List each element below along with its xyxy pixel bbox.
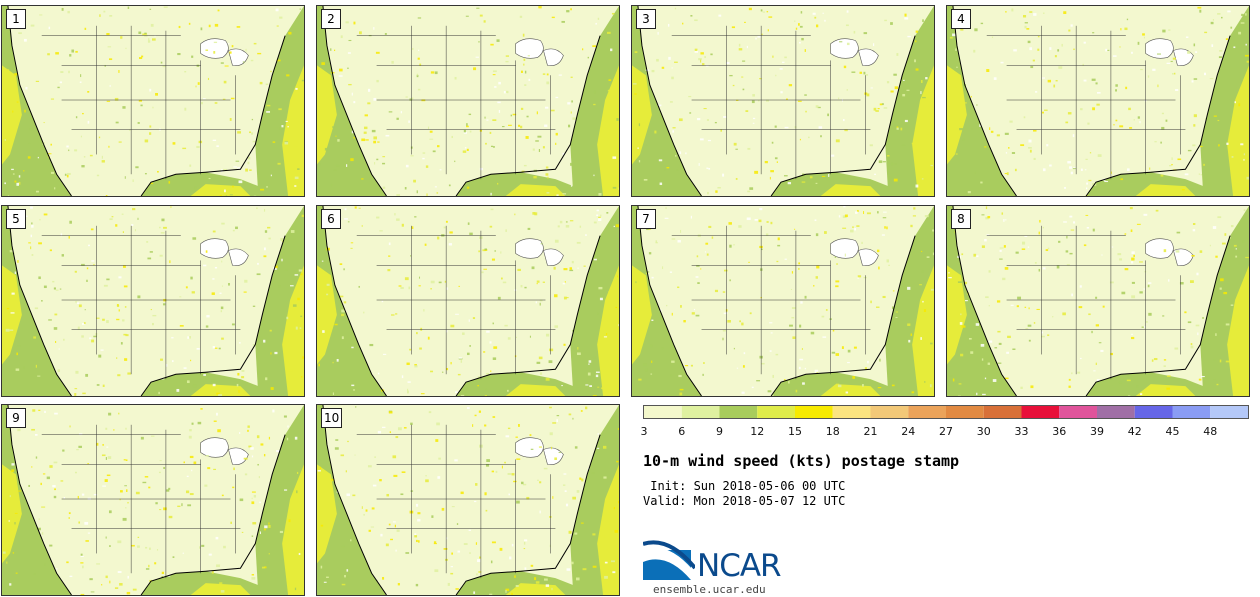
colorbar-segment <box>1097 406 1135 418</box>
wind-speed-map <box>2 206 304 396</box>
panel-number-label: 3 <box>636 9 656 29</box>
colorbar-segment <box>832 406 871 418</box>
colorbar-tick-label: 30 <box>976 425 991 438</box>
colorbar-segment <box>757 406 795 418</box>
colorbar-segment <box>1059 406 1097 418</box>
colorbar-tick-label: 24 <box>901 425 916 438</box>
colorbar-tick-label: 45 <box>1165 425 1180 438</box>
panel-number-label: 5 <box>6 209 26 229</box>
ncar-logo-text: NCAR <box>697 548 782 584</box>
panel-number-label: 8 <box>951 209 971 229</box>
colorbar-segment <box>870 406 909 418</box>
init-time: Init: Sun 2018-05-06 00 UTC <box>643 479 846 493</box>
colorbar-segment <box>1021 406 1060 418</box>
map-panel-2: 2 <box>316 5 620 197</box>
wind-speed-map <box>317 405 619 595</box>
map-panel-6: 6 <box>316 205 620 397</box>
map-panel-8: 8 <box>946 205 1250 397</box>
map-panel-1: 1 <box>1 5 305 197</box>
wind-speed-map <box>632 6 934 196</box>
map-panel-5: 5 <box>1 205 305 397</box>
wind-speed-map <box>632 206 934 396</box>
colorbar-tick-label: 27 <box>939 425 953 438</box>
panel-number-label: 10 <box>321 408 343 428</box>
wind-speed-map <box>947 6 1249 196</box>
map-panel-10: 10 <box>316 404 620 596</box>
colorbar-tick-label: 15 <box>788 425 802 438</box>
wind-speed-map <box>2 6 304 196</box>
colorbar-tick-label: 36 <box>1052 425 1067 438</box>
chart-title: 10-m wind speed (kts) postage stamp <box>643 452 960 470</box>
colorbar-segment <box>1134 406 1173 418</box>
map-panel-4: 4 <box>946 5 1250 197</box>
colorbar-tick-label: 3 <box>640 425 648 438</box>
colorbar-segment <box>644 406 682 418</box>
colorbar-tick-label: 9 <box>716 425 723 438</box>
panel-number-label: 4 <box>951 9 971 29</box>
valid-time: Valid: Mon 2018-05-07 12 UTC <box>643 494 846 508</box>
wind-speed-colorbar <box>643 405 1249 419</box>
panel-number-label: 6 <box>321 209 341 229</box>
colorbar-segment <box>946 406 984 418</box>
panel-number-label: 9 <box>6 408 26 428</box>
colorbar-tick-label: 18 <box>825 425 840 438</box>
panel-number-label: 1 <box>6 9 26 29</box>
colorbar-segment <box>1210 406 1248 418</box>
wind-speed-map <box>947 206 1249 396</box>
colorbar-segment <box>983 406 1022 418</box>
colorbar-segment <box>681 406 720 418</box>
colorbar-segment <box>908 406 946 418</box>
map-panel-7: 7 <box>631 205 935 397</box>
colorbar-tick-label: 6 <box>678 425 686 438</box>
panel-number-label: 7 <box>636 209 656 229</box>
colorbar-tick-label: 12 <box>750 425 765 438</box>
site-url: ensemble.ucar.edu <box>653 583 766 596</box>
colorbar-tick-label: 48 <box>1203 425 1218 438</box>
map-panel-9: 9 <box>1 404 305 596</box>
colorbar-segment <box>1172 406 1211 418</box>
colorbar-tick-label: 21 <box>863 425 878 438</box>
wind-speed-map <box>317 6 619 196</box>
colorbar-tick-label: 39 <box>1090 425 1104 438</box>
wind-speed-map <box>2 405 304 595</box>
colorbar-segment <box>795 406 833 418</box>
colorbar-tick-label: 42 <box>1127 425 1142 438</box>
colorbar-tick-label: 33 <box>1014 425 1029 438</box>
ncar-logo-icon <box>643 540 695 580</box>
panel-number-label: 2 <box>321 9 341 29</box>
map-panel-3: 3 <box>631 5 935 197</box>
colorbar-segment <box>719 406 758 418</box>
wind-speed-map <box>317 206 619 396</box>
